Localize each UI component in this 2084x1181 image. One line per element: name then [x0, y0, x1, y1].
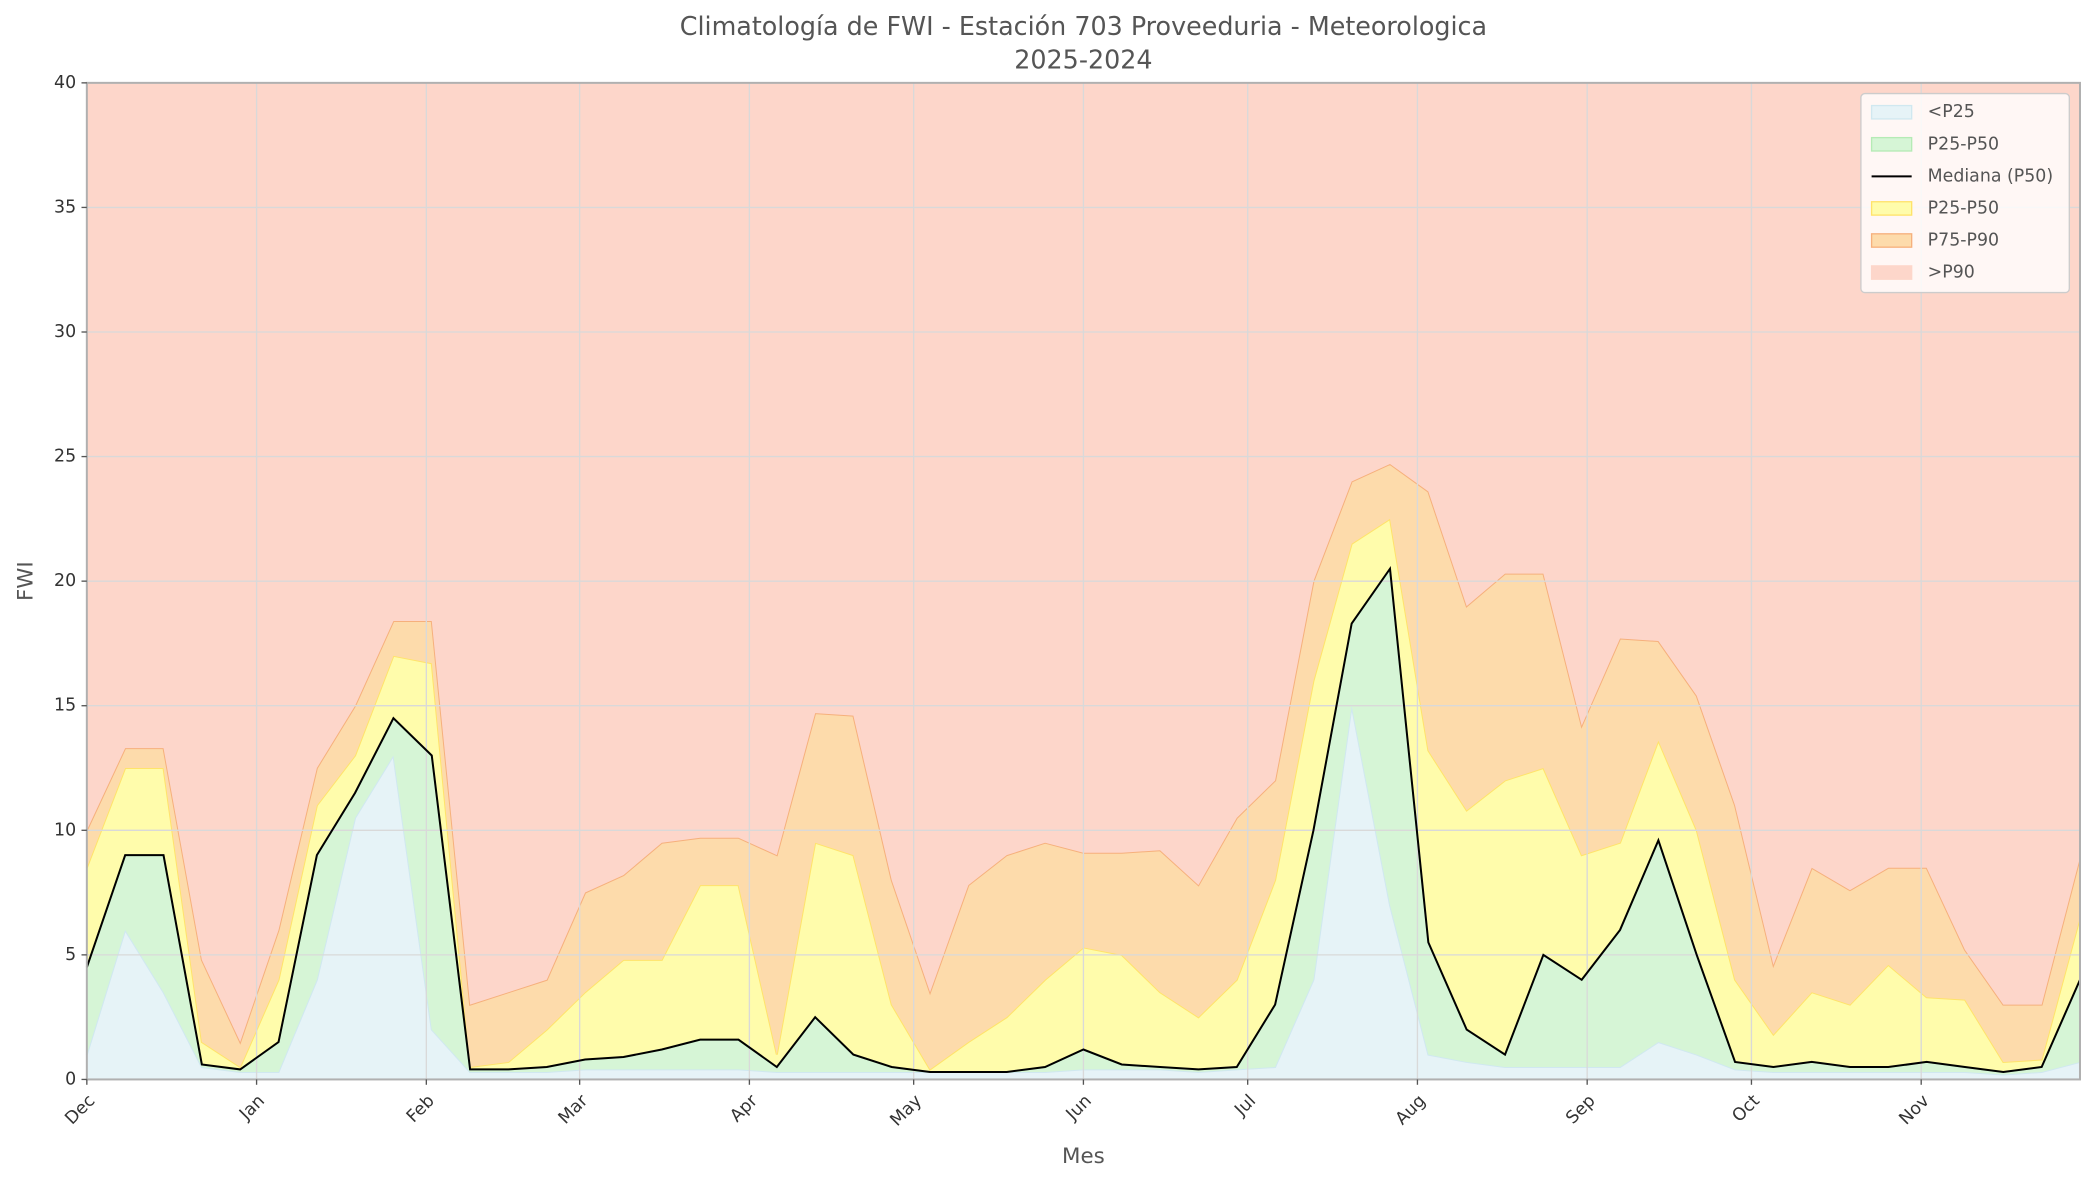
legend-swatch [1870, 104, 1913, 120]
y-tick-label: 15 [54, 696, 76, 716]
y-tick-label: 35 [54, 197, 76, 217]
x-tick-label: Mar [555, 1090, 593, 1128]
legend-label: P75-P90 [1928, 230, 1999, 250]
legend-box [1860, 92, 2070, 294]
legend-swatch [1870, 265, 1913, 280]
y-axis-label: FWI [14, 561, 39, 601]
chart-title: Climatología de FWI - Estación 703 Prove… [680, 11, 1487, 41]
x-tick-label: Dec [61, 1091, 99, 1129]
x-tick-label: May [887, 1091, 927, 1131]
band-fill [86, 568, 2080, 1075]
y-tick-label: 20 [54, 571, 76, 591]
x-tick-label: Sep [1562, 1091, 1599, 1128]
x-tick-label: Oct [1728, 1091, 1764, 1127]
legend-label: Mediana (P50) [1928, 166, 2053, 186]
band-fill [86, 518, 2080, 1072]
x-tick-label: Jan [235, 1091, 269, 1125]
legend-swatch [1870, 136, 1913, 152]
x-tick-label: Aug [1392, 1091, 1430, 1129]
y-tick-label: 30 [54, 322, 76, 342]
median-line [85, 565, 2081, 1073]
chart-subtitle: 2025-2024 [1014, 44, 1152, 74]
x-tick-label: Apr [726, 1090, 762, 1126]
y-tick-label: 0 [65, 1069, 76, 1089]
x-tick-label: Jun [1062, 1091, 1096, 1125]
x-tick-label: Feb [403, 1091, 439, 1127]
y-tick-label: 10 [54, 820, 76, 840]
legend: <P25 P25-P50 Mediana (P50) P25-P50 P75-P90 >P… [1860, 92, 2070, 294]
legend-swatch [1870, 201, 1913, 216]
legend-label: P25-P50 [1928, 134, 1999, 154]
x-tick-label: Jul [1230, 1091, 1260, 1121]
legend-label: P25-P50 [1928, 198, 1999, 218]
legend-label: >P90 [1928, 263, 1975, 283]
y-tick-label: 40 [54, 73, 76, 93]
x-tick-label: Nov [1896, 1091, 1934, 1129]
x-axis-label: Mes [1062, 1144, 1105, 1169]
legend-swatch [1870, 233, 1913, 248]
band-fill [86, 463, 2080, 1070]
y-tick-label: 25 [54, 447, 76, 467]
legend-label: <P25 [1928, 102, 1975, 122]
y-tick-label: 5 [65, 945, 76, 965]
